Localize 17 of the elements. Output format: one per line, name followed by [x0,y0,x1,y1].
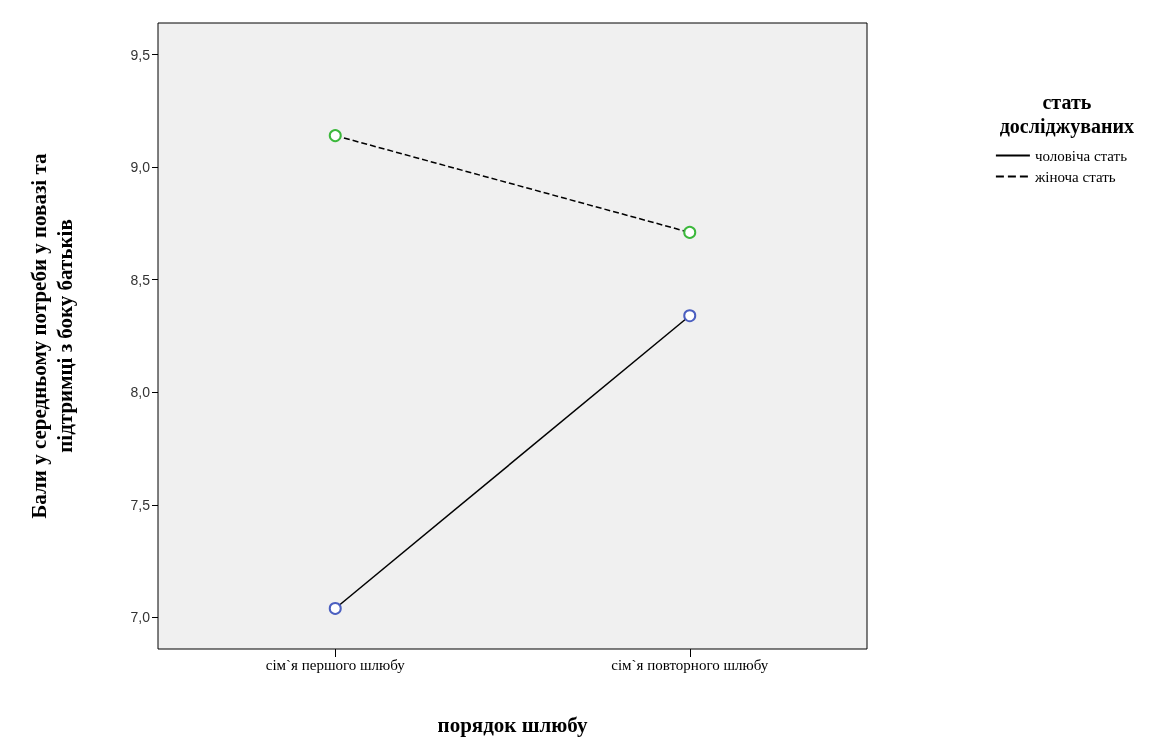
y-tick-label: 7,5 [130,496,151,513]
y-axis-title: Бали у середньому потреби у повазі та підтримці з боку батьків [27,152,77,519]
y-tick-label: 9,0 [130,159,151,176]
y-tick-label: 8,0 [130,384,151,401]
legend-label: жіноча стать [1033,168,1116,185]
point [683,225,697,239]
legend-label: чоловіча стать [1034,147,1128,164]
point [683,309,697,323]
x-axis-title: порядок шлюбу [437,712,588,737]
y-tick-label: 7,0 [130,609,151,626]
point [328,601,342,615]
y-tick-label: 8,5 [130,271,151,288]
x-tick-label: сім`я першого шлюбу [265,656,406,673]
point [328,129,342,143]
legend-title: стать досліджуваних [999,91,1135,138]
y-tick-label: 9,5 [130,46,151,63]
x-tick-label: сім`я повторного шлюбу [611,656,769,673]
